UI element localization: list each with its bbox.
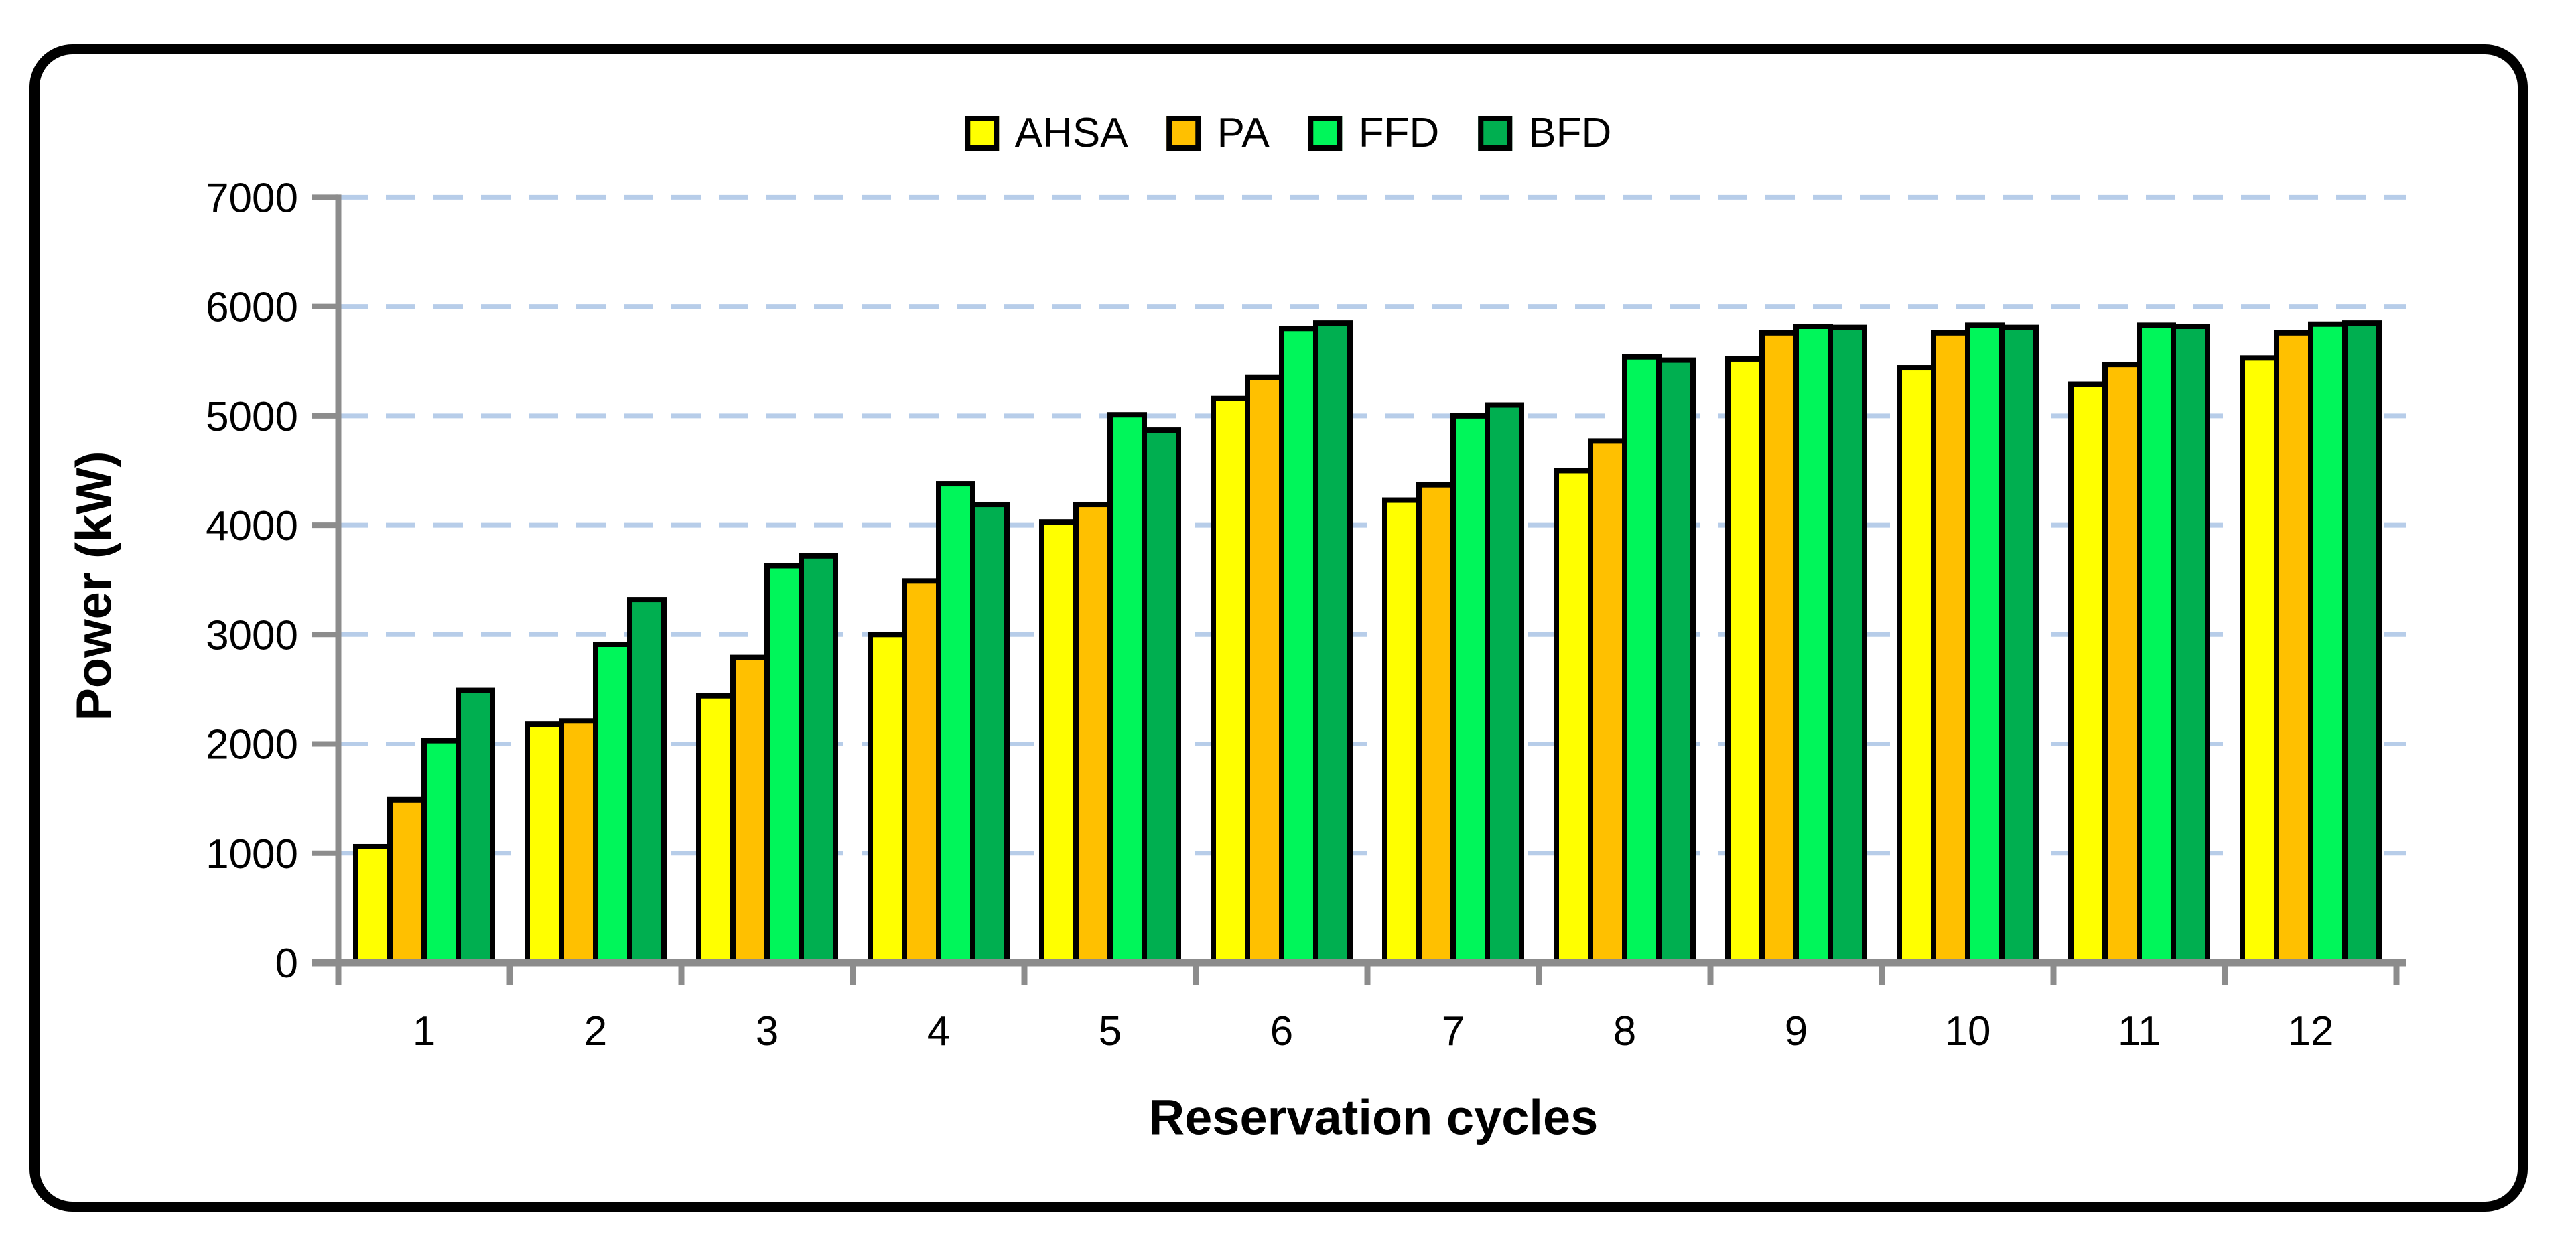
bar-bfd-cycle-6 bbox=[1313, 320, 1353, 965]
bar-bfd-cycle-2 bbox=[627, 597, 667, 965]
bar-pa-cycle-6 bbox=[1245, 374, 1284, 965]
x-category-label: 1 bbox=[413, 1008, 435, 1054]
bar-bfd-cycle-9 bbox=[1828, 324, 1867, 965]
bars-series-ffd bbox=[421, 321, 2348, 966]
bars-series-pa bbox=[387, 330, 2313, 966]
chart-frame-border bbox=[29, 44, 2528, 1212]
bar-bfd-cycle-7 bbox=[1485, 402, 1524, 965]
bars-series-bfd bbox=[456, 320, 2382, 965]
axes bbox=[312, 194, 2406, 985]
bar-ahsa-cycle-12 bbox=[2240, 355, 2279, 965]
gridlines bbox=[338, 194, 2406, 856]
legend-swatch-bfd-icon bbox=[1478, 116, 1513, 151]
x-category-labels: 1 2 3 4 5 6 7 8 9 10 11 12 bbox=[413, 1008, 2334, 1054]
x-category-label: 11 bbox=[2118, 1008, 2161, 1054]
bar-ffd-cycle-4 bbox=[936, 481, 975, 965]
legend-swatch-pa-icon bbox=[1166, 116, 1201, 151]
bar-pa-cycle-2 bbox=[559, 718, 598, 966]
bar-ffd-cycle-2 bbox=[593, 642, 632, 965]
bar-pa-cycle-12 bbox=[2274, 330, 2313, 965]
bar-bfd-cycle-5 bbox=[1142, 427, 1181, 965]
y-tick-label: 3000 bbox=[206, 612, 298, 658]
bar-bfd-cycle-1 bbox=[456, 687, 495, 965]
bar-ffd-cycle-12 bbox=[2308, 321, 2348, 965]
bar-ahsa-cycle-10 bbox=[1897, 365, 1936, 965]
bar-ahsa-cycle-2 bbox=[525, 721, 564, 965]
bar-ahsa-cycle-8 bbox=[1554, 468, 1593, 965]
x-category-label: 9 bbox=[1785, 1008, 1808, 1054]
bar-ahsa-cycle-9 bbox=[1725, 356, 1765, 965]
bar-ffd-cycle-1 bbox=[421, 738, 461, 965]
bar-pa-cycle-11 bbox=[2102, 362, 2142, 965]
x-category-label: 2 bbox=[584, 1008, 607, 1054]
bar-bfd-cycle-10 bbox=[1999, 324, 2039, 965]
y-tick-label: 6000 bbox=[206, 285, 298, 331]
bar-bfd-cycle-8 bbox=[1656, 357, 1696, 965]
x-axis-title: Reservation cycles bbox=[1148, 1089, 1599, 1145]
legend-item-ffd: FFD bbox=[1308, 110, 1440, 156]
bar-ffd-cycle-8 bbox=[1622, 354, 1662, 965]
x-category-label: 4 bbox=[927, 1008, 950, 1054]
bar-pa-cycle-4 bbox=[902, 578, 941, 965]
x-category-label: 10 bbox=[1945, 1008, 1991, 1054]
legend-item-pa: PA bbox=[1166, 110, 1270, 156]
legend-label: BFD bbox=[1528, 110, 1612, 156]
legend-swatch-ffd-icon bbox=[1308, 116, 1343, 151]
bar-ffd-cycle-5 bbox=[1107, 412, 1147, 965]
bar-ffd-cycle-6 bbox=[1279, 326, 1318, 965]
bar-ahsa-cycle-3 bbox=[696, 693, 736, 965]
bar-ffd-cycle-9 bbox=[1793, 324, 1833, 965]
bar-pa-cycle-5 bbox=[1073, 502, 1113, 965]
x-category-label: 7 bbox=[1442, 1008, 1465, 1054]
y-tick-label: 5000 bbox=[206, 394, 298, 440]
x-category-label: 8 bbox=[1613, 1008, 1636, 1054]
bar-pa-cycle-1 bbox=[387, 796, 427, 966]
bar-pa-cycle-9 bbox=[1759, 330, 1799, 965]
bar-ffd-cycle-11 bbox=[2137, 322, 2176, 966]
bar-bfd-cycle-3 bbox=[799, 553, 838, 965]
bar-pa-cycle-7 bbox=[1416, 482, 1456, 965]
legend-item-ahsa: AHSA bbox=[964, 110, 1128, 156]
y-tick-label: 0 bbox=[275, 940, 298, 987]
legend-item-bfd: BFD bbox=[1478, 113, 1611, 154]
bar-ffd-cycle-7 bbox=[1450, 413, 1490, 965]
bar-ahsa-cycle-11 bbox=[2068, 381, 2108, 965]
y-tick-label: 2000 bbox=[206, 722, 298, 768]
bar-pa-cycle-8 bbox=[1588, 438, 1627, 965]
bar-ffd-cycle-3 bbox=[764, 563, 804, 965]
x-category-label: 5 bbox=[1099, 1008, 1122, 1054]
legend-label: PA bbox=[1217, 110, 1270, 156]
bar-bfd-cycle-12 bbox=[2342, 320, 2382, 965]
chart-legend: AHSA PA FFD BFD bbox=[964, 110, 1611, 156]
bar-pa-cycle-3 bbox=[730, 654, 770, 966]
y-tick-label: 1000 bbox=[206, 831, 298, 878]
bar-bfd-cycle-4 bbox=[970, 502, 1010, 965]
legend-swatch-ahsa-icon bbox=[964, 116, 999, 151]
bar-ahsa-cycle-7 bbox=[1382, 497, 1422, 965]
y-axis-title: Power (kW) bbox=[66, 451, 122, 721]
bar-bfd-cycle-11 bbox=[2171, 324, 2210, 965]
bar-ahsa-cycle-1 bbox=[353, 843, 393, 965]
bar-ahsa-cycle-6 bbox=[1211, 395, 1250, 965]
x-category-label: 3 bbox=[756, 1008, 778, 1054]
legend-label: AHSA bbox=[1014, 110, 1128, 156]
y-tick-labels: 0 1000 2000 3000 4000 5000 6000 7000 bbox=[206, 175, 298, 987]
bar-ahsa-cycle-4 bbox=[868, 632, 907, 965]
bar-ffd-cycle-10 bbox=[1965, 322, 2005, 966]
legend-label: FFD bbox=[1358, 110, 1440, 156]
bar-ahsa-cycle-5 bbox=[1039, 519, 1079, 965]
x-category-label: 6 bbox=[1270, 1008, 1293, 1054]
x-category-label: 12 bbox=[2288, 1008, 2334, 1054]
y-tick-label: 4000 bbox=[206, 503, 298, 549]
y-tick-label: 7000 bbox=[206, 175, 298, 221]
bar-pa-cycle-10 bbox=[1931, 330, 1970, 965]
